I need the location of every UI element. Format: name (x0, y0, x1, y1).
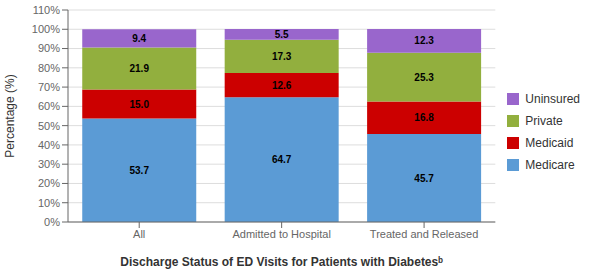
svg-text:Treated and Released: Treated and Released (370, 228, 478, 240)
html-text:Medicare: Medicare (525, 158, 575, 172)
svg-text:16.8: 16.8 (414, 112, 434, 123)
svg-text:90%: 90% (38, 42, 60, 54)
html-text:Uninsured: Uninsured (525, 92, 580, 106)
svg-text:70%: 70% (38, 81, 60, 93)
svg-text:53.7: 53.7 (130, 165, 150, 176)
svg-text:15.0: 15.0 (130, 99, 150, 110)
html-text:Private: Private (525, 114, 563, 128)
svg-text:110%: 110% (33, 4, 61, 16)
svg-text:21.9: 21.9 (130, 63, 150, 74)
svg-text:25.3: 25.3 (414, 72, 434, 83)
svg-text:12.6: 12.6 (272, 80, 292, 91)
svg-text:9.4: 9.4 (132, 33, 146, 44)
svg-text:10%: 10% (38, 197, 60, 209)
svg-text:Admitted to Hospital: Admitted to Hospital (232, 228, 330, 240)
svg-text:30%: 30% (38, 158, 60, 170)
svg-text:17.3: 17.3 (272, 51, 292, 62)
svg-text:5.5: 5.5 (275, 29, 289, 40)
svg-text:40%: 40% (38, 139, 60, 151)
svg-text:Percentage (%): Percentage (%) (8, 74, 17, 157)
svg-text:64.7: 64.7 (272, 154, 292, 165)
svg-text:100%: 100% (32, 23, 60, 35)
html-text:Medicaid: Medicaid (525, 136, 574, 150)
svg-text:20%: 20% (38, 177, 60, 189)
svg-text:45.7: 45.7 (414, 173, 434, 184)
svg-text:Discharge Status of ED Visits: Discharge Status of ED Visits for Patien… (120, 255, 443, 269)
svg-text:12.3: 12.3 (414, 35, 434, 46)
svg-text:50%: 50% (38, 120, 60, 132)
svg-text:0%: 0% (44, 216, 60, 228)
svg-text:80%: 80% (38, 62, 60, 74)
svg-text:60%: 60% (38, 100, 60, 112)
svg-text:All: All (133, 228, 145, 240)
